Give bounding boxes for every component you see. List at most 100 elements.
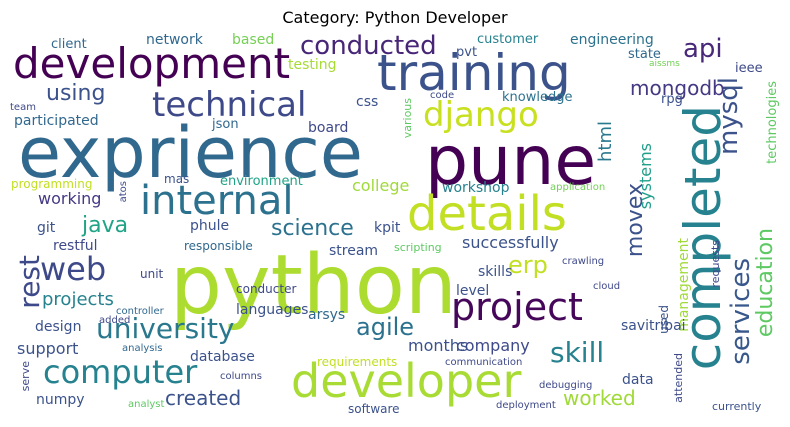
word-unit: unit [140,267,164,281]
word-cloud: cloud [593,281,621,292]
word-level: level [456,283,490,299]
word-working: working [38,189,102,208]
word-workshop: workshop [442,180,510,196]
word-attended: attended [672,353,685,403]
word-customer: customer [477,33,539,47]
word-testing: testing [288,57,337,73]
word-rest: rest [13,255,46,309]
word-code: code [430,90,455,101]
word-phule: phule [190,218,230,234]
word-serve: serve [19,361,32,392]
word-requests: requests [709,240,722,288]
word-details: details [407,186,567,242]
word-numpy: numpy [36,392,85,408]
word-languages: languages [236,302,309,318]
word-based: based [232,33,275,48]
word-rpg: rpg [661,92,683,107]
word-savitribai: savitribai [621,318,686,334]
word-services: services [726,258,756,365]
word-skills: skills [478,264,513,280]
word-project: project [451,285,583,329]
word-added: added [99,315,131,326]
word-mongodb: mongodb [630,76,725,100]
word-college: college [352,176,410,195]
word-python: python [170,238,457,333]
word-worked: worked [563,386,636,410]
word-java: java [82,213,129,238]
word-company: company [456,336,530,355]
word-training: training [377,44,571,102]
word-conducter: conducter [236,282,297,296]
word-programming: programming [11,177,93,191]
word-columns: columns [220,371,263,382]
word-state: state [628,47,661,62]
word-created: created [165,386,242,410]
word-stream: stream [329,243,379,259]
word-deployment: deployment [496,400,556,411]
word-technologies: technologies [765,81,780,164]
word-api: api [683,34,723,64]
word-communication: communication [445,357,523,368]
word-successfully: successfully [462,233,559,252]
word-development: development [13,39,291,88]
word-computer: computer [43,353,198,391]
word-systems: systems [636,143,655,210]
word-technical: technical [152,85,307,125]
word-database: database [190,349,255,365]
word-board: board [308,120,349,136]
word-analyst: analyst [128,399,165,410]
word-exprience: exprience [18,112,363,194]
word-web: web [40,250,107,288]
word-months: months [408,336,469,355]
word-responsible: responsible [184,239,253,253]
word-controller: controller [116,306,164,317]
word-projects: projects [42,289,114,310]
word-pvt: pvt [456,45,478,60]
word-html: html [595,121,616,163]
word-agile: agile [356,313,415,341]
word-data: data [622,372,654,388]
word-application: application [550,182,606,193]
word-git: git [37,220,56,236]
word-skill: skill [550,336,605,369]
word-erp: erp [508,251,548,279]
word-css: css [356,94,379,110]
word-currently: currently [712,400,762,413]
word-education: education [753,228,778,338]
word-crawling: crawling [562,256,605,267]
word-using: using [46,81,106,106]
word-requirements: requirements [317,355,398,369]
word-ieee: ieee [735,61,763,76]
word-used: used [657,305,671,334]
word-mas: mas [164,172,190,186]
word-internal: internal [140,178,294,224]
word-debugging: debugging [539,380,593,391]
word-developer: developer [291,354,522,408]
word-cloud: python exprience pune completed training deta… [10,33,780,420]
word-arsys: arsys [308,307,346,323]
word-knowledge: knowledge [502,90,573,105]
chart-title: Category: Python Developer [282,8,508,27]
word-restful: restful [53,238,98,254]
word-environment: environment [220,174,303,189]
word-django: django [423,95,539,135]
word-participated: participated [14,113,99,129]
word-client: client [51,37,87,52]
word-software: software [348,402,400,416]
word-support: support [17,339,79,358]
word-atos: atos [118,181,129,203]
word-analysis: analysis [122,343,163,354]
word-design: design [35,319,82,335]
word-conducted: conducted [300,33,437,61]
word-json: json [212,117,239,132]
word-network: network [146,33,203,48]
word-aissms: aissms [649,59,680,69]
word-team: team [10,102,36,113]
word-scripting: scripting [394,241,442,254]
word-pune: pune [425,122,597,201]
word-science: science [271,216,354,241]
word-engineering: engineering [570,33,654,48]
word-kpit: kpit [374,220,401,236]
word-university: university [96,312,235,345]
word-various: various [401,98,414,139]
